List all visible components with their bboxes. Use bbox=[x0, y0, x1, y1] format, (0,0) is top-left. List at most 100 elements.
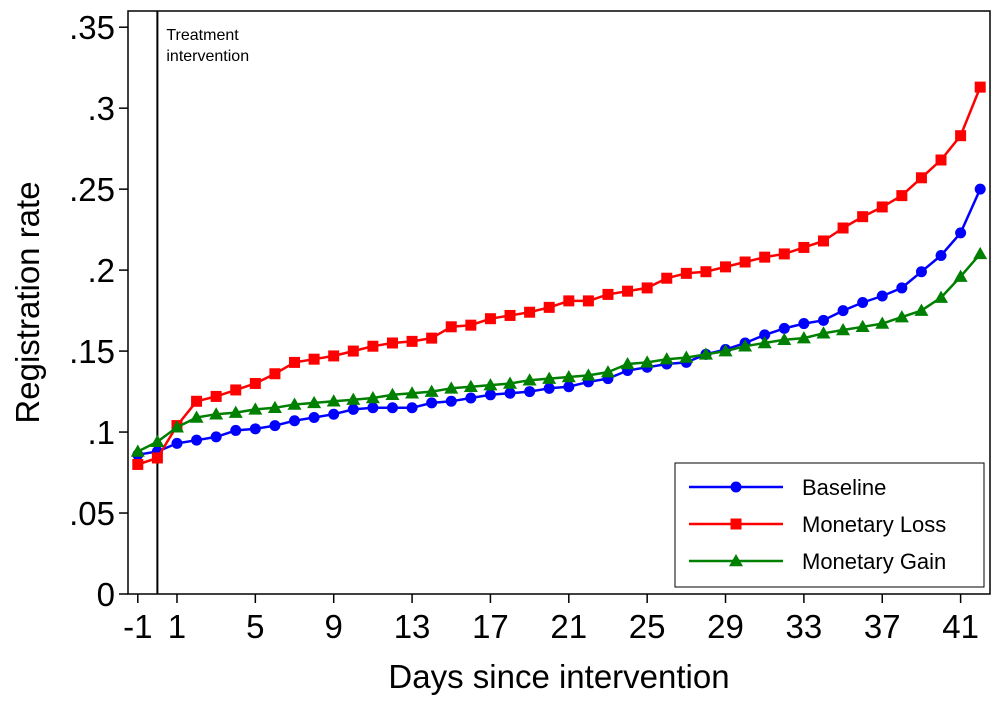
data-point-monetary-gain bbox=[561, 369, 576, 383]
legend: Baseline Monetary Loss Monetary Gain bbox=[674, 462, 985, 588]
data-point-baseline bbox=[465, 392, 477, 404]
data-point-monetary-gain bbox=[757, 335, 772, 349]
data-point-monetary-loss bbox=[308, 353, 320, 365]
data-point-baseline bbox=[563, 381, 575, 393]
data-point-baseline bbox=[837, 305, 849, 317]
x-tick-label: 41 bbox=[942, 608, 979, 645]
data-point-monetary-loss bbox=[445, 321, 457, 333]
data-point-monetary-gain bbox=[894, 310, 909, 323]
data-point-monetary-gain bbox=[796, 331, 811, 344]
x-tick-label: 37 bbox=[864, 608, 901, 645]
series-monetary-loss bbox=[132, 81, 986, 470]
data-point-baseline bbox=[367, 402, 379, 414]
data-point-monetary-loss bbox=[582, 295, 594, 307]
plot-frame bbox=[127, 10, 991, 595]
data-point-monetary-loss bbox=[328, 350, 340, 362]
data-point-monetary-loss bbox=[269, 368, 281, 380]
data-point-baseline bbox=[484, 389, 496, 401]
data-point-monetary-loss bbox=[974, 81, 986, 93]
series-monetary-gain bbox=[130, 246, 988, 457]
data-point-monetary-gain bbox=[934, 290, 949, 303]
data-point-monetary-loss bbox=[132, 458, 144, 470]
annotation: Treatment intervention bbox=[156, 11, 249, 594]
data-point-monetary-loss bbox=[680, 267, 692, 279]
data-point-monetary-loss bbox=[837, 222, 849, 234]
data-point-monetary-gain bbox=[620, 357, 635, 370]
data-point-baseline bbox=[915, 266, 927, 278]
data-point-monetary-loss bbox=[876, 201, 888, 213]
x-tick-label: 1 bbox=[168, 608, 186, 645]
data-point-baseline bbox=[504, 387, 516, 399]
data-point-monetary-loss bbox=[230, 384, 242, 396]
legend-label-monetary-loss: Monetary Loss bbox=[802, 512, 946, 537]
data-point-monetary-loss bbox=[406, 335, 418, 347]
data-point-monetary-gain bbox=[385, 387, 400, 401]
x-tick-label: 21 bbox=[550, 608, 587, 645]
data-point-baseline bbox=[857, 297, 869, 308]
data-point-monetary-gain bbox=[777, 332, 792, 345]
data-point-monetary-loss bbox=[700, 266, 712, 278]
data-point-baseline bbox=[876, 290, 888, 302]
data-point-baseline bbox=[406, 402, 418, 414]
legend-marker-monetary-loss bbox=[730, 518, 742, 530]
data-point-monetary-gain bbox=[365, 391, 380, 404]
x-axis-title: Days since intervention bbox=[388, 658, 729, 695]
data-point-baseline bbox=[269, 420, 281, 432]
series-baseline bbox=[132, 183, 986, 461]
data-point-baseline bbox=[955, 227, 967, 239]
data-point-monetary-gain bbox=[581, 368, 596, 381]
data-point-baseline bbox=[524, 386, 536, 398]
data-point-monetary-gain bbox=[444, 381, 459, 394]
data-point-baseline bbox=[289, 415, 301, 427]
data-point-monetary-gain bbox=[855, 319, 870, 333]
data-point-monetary-gain bbox=[169, 420, 184, 433]
data-point-monetary-loss bbox=[857, 211, 869, 223]
legend-marker-baseline bbox=[730, 481, 742, 493]
data-point-baseline bbox=[974, 183, 986, 195]
y-tick-label: 0 bbox=[97, 576, 115, 613]
data-point-monetary-loss bbox=[778, 248, 790, 260]
data-point-monetary-loss bbox=[289, 356, 301, 368]
axes: 0 .05 .1 .15 .2 .25 .3 .35 -1 1 5 9 13 17 21 25 29 33 37 41 bbox=[69, 9, 991, 645]
data-point-monetary-gain bbox=[248, 402, 263, 415]
data-point-monetary-gain bbox=[287, 397, 302, 410]
data-point-monetary-loss bbox=[426, 332, 438, 344]
data-point-monetary-gain bbox=[209, 407, 224, 420]
x-tick-label: 25 bbox=[629, 608, 666, 645]
x-tick-label: 9 bbox=[325, 608, 343, 645]
x-tick-label: 13 bbox=[394, 608, 431, 645]
data-point-baseline bbox=[935, 250, 947, 262]
y-tick-label: .25 bbox=[69, 171, 115, 208]
y-tick-label: .2 bbox=[87, 252, 115, 289]
data-point-monetary-gain bbox=[503, 376, 518, 389]
y-tick-label: .35 bbox=[69, 9, 115, 46]
legend-label-baseline: Baseline bbox=[802, 475, 886, 500]
data-point-monetary-gain bbox=[346, 392, 361, 405]
data-point-monetary-gain bbox=[228, 405, 243, 418]
data-point-monetary-loss bbox=[955, 130, 967, 142]
data-point-baseline bbox=[817, 314, 829, 326]
data-point-monetary-gain bbox=[483, 378, 498, 391]
data-point-monetary-loss bbox=[935, 154, 947, 166]
legend-marker-monetary-gain bbox=[729, 554, 743, 567]
data-point-monetary-loss bbox=[347, 345, 359, 357]
data-point-monetary-gain bbox=[640, 355, 655, 368]
annotation-label-line-2: intervention bbox=[166, 48, 249, 65]
data-point-monetary-gain bbox=[189, 410, 204, 423]
data-point-monetary-gain bbox=[463, 379, 478, 392]
data-point-monetary-loss bbox=[367, 340, 379, 352]
data-point-baseline bbox=[426, 397, 438, 409]
data-point-monetary-loss bbox=[915, 172, 927, 184]
data-point-baseline bbox=[171, 437, 183, 449]
data-point-monetary-gain bbox=[816, 326, 831, 339]
data-point-baseline bbox=[347, 403, 359, 415]
y-tick-label: .05 bbox=[69, 495, 115, 532]
data-point-monetary-loss bbox=[739, 256, 751, 268]
data-point-baseline bbox=[308, 411, 320, 423]
data-point-monetary-gain bbox=[150, 434, 165, 448]
series bbox=[130, 81, 988, 470]
data-point-monetary-loss bbox=[563, 295, 575, 307]
data-point-baseline bbox=[230, 424, 242, 436]
data-point-baseline bbox=[386, 402, 398, 414]
